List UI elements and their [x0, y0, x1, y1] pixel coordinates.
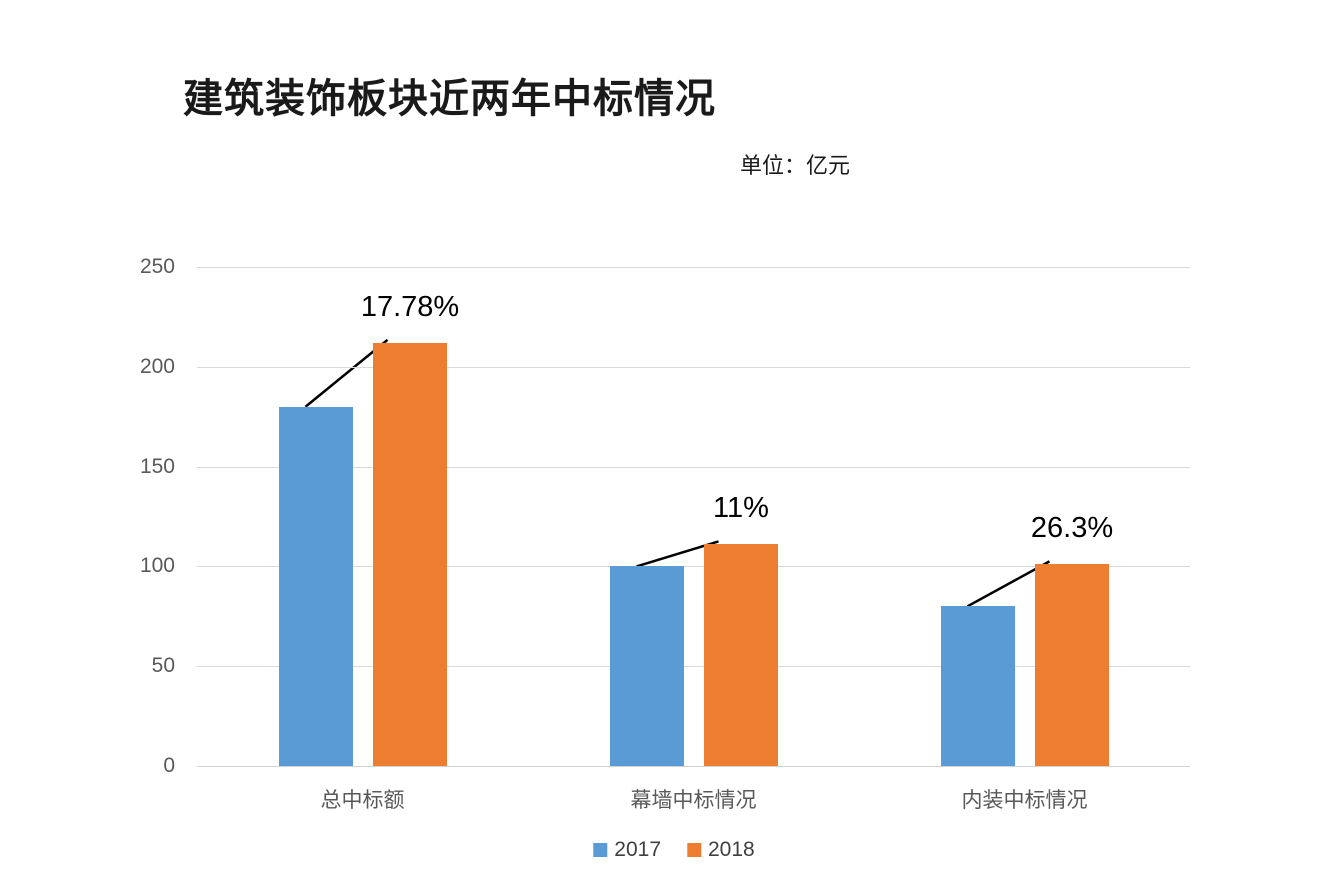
legend-item-2017: 2017 — [593, 838, 661, 862]
x-axis-label-内装中标情况: 内装中标情况 — [961, 788, 1088, 812]
legend-swatch-2018-icon — [687, 843, 701, 857]
y-axis-tick-250: 250 — [139, 255, 175, 278]
growth-label-总中标额: 17.78% — [360, 291, 460, 323]
growth-label-幕墙中标情况: 11% — [713, 492, 769, 524]
bar-2018-总中标额 — [373, 343, 447, 766]
legend-item-2018: 2018 — [687, 838, 755, 862]
gridline-y-150 — [197, 467, 1190, 468]
growth-label-内装中标情况: 26.3% — [1030, 512, 1114, 544]
bar-2017-幕墙中标情况 — [610, 566, 684, 766]
bar-2018-幕墙中标情况 — [704, 544, 778, 766]
gridline-y-200 — [197, 367, 1190, 368]
gridline-y-250 — [197, 267, 1190, 268]
bar-2018-内装中标情况 — [1035, 564, 1109, 766]
gridline-y-0 — [197, 766, 1190, 767]
y-axis-tick-150: 150 — [139, 455, 175, 478]
chart-legend: 2017 2018 — [593, 838, 755, 862]
chart-title: 建筑装饰板块近两年中标情况 — [183, 77, 716, 121]
legend-label-2017: 2017 — [614, 838, 661, 861]
y-axis-tick-0: 0 — [163, 754, 175, 777]
gridline-y-100 — [197, 566, 1190, 567]
x-axis-label-总中标额: 总中标额 — [320, 788, 405, 812]
bar-2017-内装中标情况 — [941, 606, 1015, 766]
gridline-y-50 — [197, 666, 1190, 667]
y-axis-tick-200: 200 — [139, 355, 175, 378]
unit-label: 单位：亿元 — [740, 154, 851, 179]
legend-swatch-2017-icon — [593, 843, 608, 857]
y-axis-tick-100: 100 — [139, 554, 175, 577]
y-axis-tick-50: 50 — [151, 654, 175, 677]
legend-label-2018: 2018 — [708, 838, 755, 861]
bar-2017-总中标额 — [279, 407, 353, 766]
x-axis-label-幕墙中标情况: 幕墙中标情况 — [630, 788, 757, 812]
